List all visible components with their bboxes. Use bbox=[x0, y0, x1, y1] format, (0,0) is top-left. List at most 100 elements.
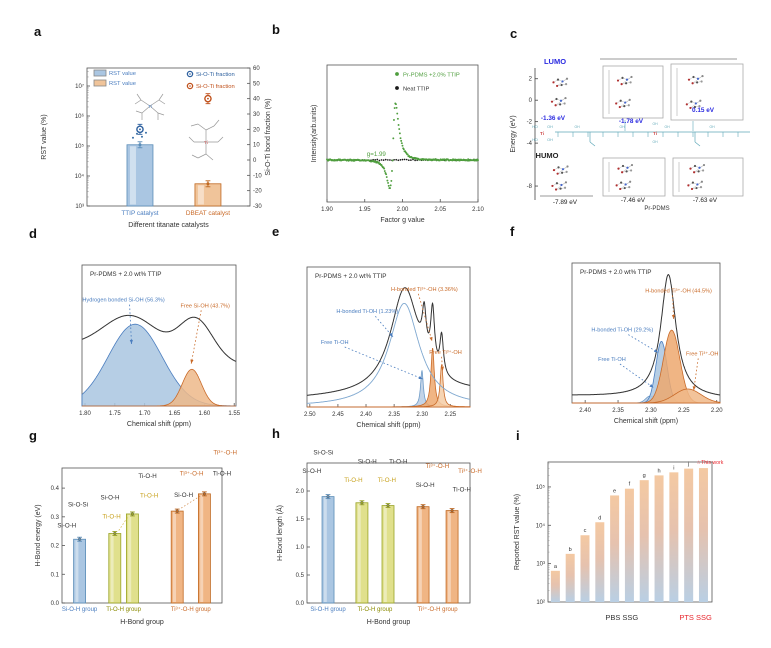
molecule-atom bbox=[702, 169, 705, 172]
y-tick-label: 0.1 bbox=[51, 572, 60, 578]
molecule-atom bbox=[563, 186, 567, 189]
rect bbox=[173, 512, 176, 602]
g-value-annotation: g=1.99 bbox=[367, 151, 387, 158]
neat-ttip-point bbox=[378, 159, 381, 162]
x-tick-label: 2.40 bbox=[360, 412, 372, 418]
y-tick-label: 10⁴ bbox=[75, 173, 85, 180]
molecule-atom bbox=[687, 78, 691, 81]
epr-point bbox=[394, 103, 397, 106]
lumo-value: 0.15 eV bbox=[692, 107, 715, 114]
molecule-bond bbox=[197, 123, 207, 131]
neat-ttip-point bbox=[376, 158, 379, 161]
epr-point bbox=[399, 137, 402, 140]
legend-marker bbox=[395, 86, 399, 90]
molecule-atom bbox=[691, 82, 694, 85]
molecule-atom bbox=[560, 183, 563, 187]
annotation-arrow bbox=[190, 310, 202, 364]
right-tick-label: -10 bbox=[253, 173, 262, 179]
y-tick-label: 10⁶ bbox=[75, 113, 85, 120]
x-axis-label: Chemical shift (ppm) bbox=[127, 421, 191, 428]
epr-point bbox=[387, 181, 390, 184]
rect bbox=[357, 503, 361, 602]
legend-label: Neat TTIP bbox=[403, 87, 429, 93]
bar-letter-label: g bbox=[643, 473, 646, 479]
bar bbox=[565, 553, 575, 602]
neat-ttip-point bbox=[380, 159, 383, 161]
x-tick-label: 2.30 bbox=[416, 412, 428, 418]
peak-annotation: H-bonded Ti-OH (1.23%) bbox=[336, 309, 398, 315]
epr-point bbox=[396, 117, 399, 120]
x-axis-label: Factor g value bbox=[380, 217, 424, 224]
nmr-composite-trace bbox=[81, 314, 237, 362]
neat-ttip-point bbox=[405, 158, 408, 161]
arrowhead bbox=[692, 386, 696, 391]
molecule-bond bbox=[213, 119, 220, 127]
bar bbox=[639, 480, 649, 602]
rect bbox=[383, 506, 387, 602]
molecule-atom bbox=[694, 102, 697, 105]
bar bbox=[580, 535, 590, 602]
bond-pair-label: Ti-O-H bbox=[102, 514, 120, 521]
dot bbox=[144, 131, 147, 134]
dot bbox=[175, 509, 179, 513]
homo-value: -7.89 eV bbox=[553, 199, 578, 206]
y-tick-label: -2 bbox=[527, 120, 533, 126]
molecule-atom bbox=[687, 184, 690, 187]
molecule-atom bbox=[552, 81, 555, 84]
lumo-label: LUMO bbox=[544, 57, 566, 66]
molecule-bond bbox=[191, 154, 199, 159]
molecule-atom bbox=[559, 99, 563, 102]
nmr-peak-line bbox=[306, 302, 471, 404]
molecule-atom bbox=[700, 180, 703, 183]
group-tick-label: Si-O-H group bbox=[62, 607, 98, 613]
neat-ttip-point bbox=[397, 159, 400, 162]
plot-title: Pr-PDMS + 2.0 wt% TTIP bbox=[315, 273, 386, 280]
bar-letter-label: f bbox=[629, 482, 631, 488]
rect bbox=[323, 497, 327, 602]
epr-point bbox=[402, 148, 405, 151]
y-tick-label: 0.0 bbox=[296, 601, 305, 607]
x-axis-label: H-Bond group bbox=[367, 619, 411, 626]
epr-point bbox=[386, 179, 389, 182]
legend-swatch bbox=[93, 69, 107, 77]
y-tick-label: 10³ bbox=[75, 204, 84, 210]
bar bbox=[355, 502, 369, 604]
bar bbox=[321, 496, 335, 604]
molecule-atom bbox=[693, 164, 697, 168]
right-tick-label: 60 bbox=[253, 66, 260, 72]
molecule-atom bbox=[691, 181, 694, 184]
epr-point bbox=[396, 112, 399, 115]
molecule-atom bbox=[552, 168, 556, 172]
molecule-bond bbox=[205, 153, 214, 161]
molecule-atom bbox=[624, 101, 627, 104]
neat-ttip-point bbox=[414, 159, 416, 162]
molecule-bond bbox=[158, 99, 166, 105]
molecule-bond bbox=[188, 136, 195, 143]
bond-pair-label: Si-O-H bbox=[416, 482, 435, 489]
peak-annotation: H-bonded Ti³⁺-OH (44.5%) bbox=[645, 287, 712, 294]
bond-pair-label: Ti-O-H bbox=[213, 470, 231, 477]
rect bbox=[128, 514, 132, 602]
x-tick-label: 2.50 bbox=[304, 412, 316, 418]
molecule-atom bbox=[619, 99, 622, 102]
right-tick-label: 0 bbox=[253, 158, 257, 164]
chain-ti-label: Ti bbox=[540, 131, 544, 136]
legend-label: Pr-PDMS +2.0% TTIP bbox=[403, 73, 460, 79]
epr-point bbox=[383, 170, 386, 172]
rect bbox=[447, 511, 451, 602]
bond-pair-label: Si-O-H bbox=[174, 492, 193, 499]
bond-pair-label: Ti-O-H bbox=[138, 473, 156, 480]
line bbox=[694, 141, 701, 147]
y-axis-label: Reported RST value (%) bbox=[514, 494, 521, 570]
peak-annotation: Free Ti-OH bbox=[321, 340, 349, 346]
epr-point bbox=[390, 179, 393, 182]
line bbox=[118, 515, 129, 531]
epr-point bbox=[398, 132, 401, 135]
panel-a-label: a bbox=[34, 24, 42, 39]
molecule-atom bbox=[560, 83, 563, 87]
molecule-atom bbox=[699, 99, 702, 102]
peak-annotation: Free Ti³⁺-OH bbox=[686, 350, 718, 357]
dot bbox=[450, 508, 454, 513]
molecule-atom bbox=[564, 181, 568, 184]
chain-label: OH bbox=[574, 125, 580, 129]
